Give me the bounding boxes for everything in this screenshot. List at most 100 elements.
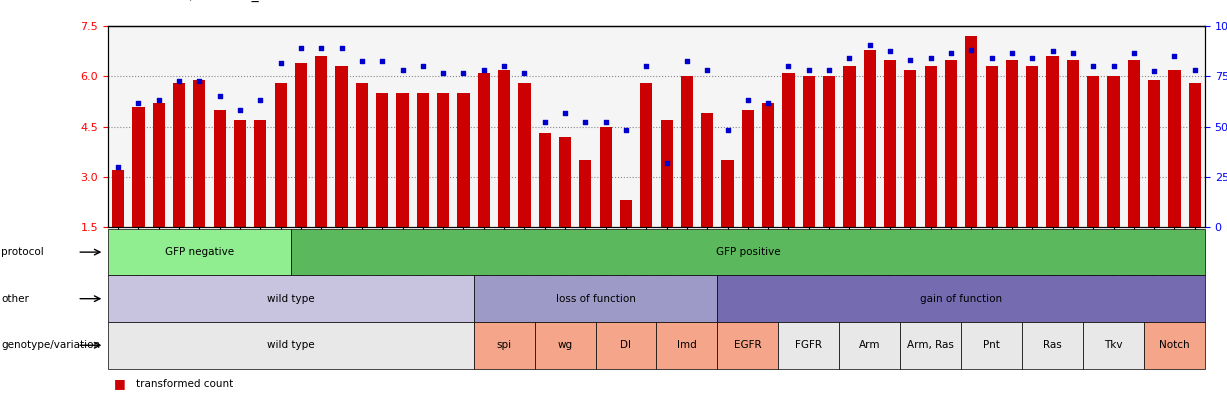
Text: Pnt: Pnt bbox=[983, 340, 1000, 350]
Point bbox=[697, 66, 717, 73]
Point bbox=[1145, 68, 1164, 75]
Point bbox=[413, 63, 433, 70]
Bar bbox=[1006, 60, 1018, 227]
Text: other: other bbox=[1, 294, 29, 304]
Point bbox=[352, 58, 372, 65]
Bar bbox=[1168, 70, 1180, 227]
Text: Tkv: Tkv bbox=[1104, 340, 1123, 350]
Bar bbox=[539, 133, 551, 227]
Bar bbox=[396, 93, 409, 227]
Text: EGFR: EGFR bbox=[734, 340, 762, 350]
Point bbox=[1124, 50, 1144, 56]
Point bbox=[575, 118, 595, 125]
Point bbox=[331, 45, 351, 51]
Point bbox=[373, 58, 393, 65]
Point bbox=[839, 55, 859, 61]
Point bbox=[758, 100, 778, 107]
Point bbox=[169, 78, 189, 85]
Point bbox=[1164, 53, 1184, 60]
Point bbox=[494, 63, 514, 70]
Bar bbox=[660, 120, 672, 227]
Point bbox=[596, 118, 616, 125]
Point bbox=[535, 118, 555, 125]
Bar bbox=[620, 200, 632, 227]
Text: loss of function: loss of function bbox=[556, 294, 636, 304]
Bar bbox=[762, 103, 774, 227]
Bar bbox=[883, 60, 896, 227]
Point bbox=[1185, 66, 1205, 73]
Text: Ras: Ras bbox=[1043, 340, 1061, 350]
Bar bbox=[843, 66, 855, 227]
Bar bbox=[1148, 80, 1161, 227]
Point bbox=[860, 41, 880, 48]
Text: Arm: Arm bbox=[859, 340, 881, 350]
Point bbox=[677, 58, 697, 65]
Bar bbox=[783, 73, 795, 227]
Bar bbox=[254, 120, 266, 227]
Bar bbox=[173, 83, 185, 227]
Text: GFP positive: GFP positive bbox=[715, 247, 780, 257]
Bar bbox=[742, 110, 753, 227]
Point bbox=[718, 127, 737, 133]
Bar bbox=[600, 126, 612, 227]
Bar bbox=[925, 66, 936, 227]
Bar bbox=[560, 136, 571, 227]
Point bbox=[210, 93, 229, 100]
Point bbox=[941, 50, 961, 56]
Bar bbox=[133, 107, 145, 227]
Point bbox=[433, 70, 453, 77]
Point bbox=[555, 110, 574, 117]
Bar bbox=[194, 80, 205, 227]
Point bbox=[108, 164, 128, 170]
Bar bbox=[1047, 56, 1059, 227]
Point bbox=[656, 160, 676, 166]
Point bbox=[920, 55, 940, 61]
Bar bbox=[152, 103, 164, 227]
Point bbox=[312, 45, 331, 51]
Bar bbox=[1026, 66, 1038, 227]
Text: genotype/variation: genotype/variation bbox=[1, 340, 101, 350]
Bar bbox=[1108, 77, 1119, 227]
Bar bbox=[864, 50, 876, 227]
Bar bbox=[234, 120, 247, 227]
Bar bbox=[701, 113, 713, 227]
Point bbox=[393, 66, 412, 73]
Bar bbox=[1087, 77, 1099, 227]
Bar bbox=[112, 170, 124, 227]
Point bbox=[1022, 55, 1042, 61]
Text: transformed count: transformed count bbox=[136, 379, 233, 389]
Bar bbox=[823, 77, 836, 227]
Text: Dl: Dl bbox=[621, 340, 632, 350]
Point bbox=[737, 96, 757, 103]
Bar bbox=[417, 93, 429, 227]
Point bbox=[820, 66, 839, 73]
Point bbox=[231, 107, 250, 113]
Bar bbox=[966, 36, 978, 227]
Bar bbox=[681, 77, 693, 227]
Point bbox=[189, 78, 209, 85]
Text: Notch: Notch bbox=[1160, 340, 1190, 350]
Point bbox=[474, 66, 493, 73]
Bar bbox=[518, 83, 530, 227]
Text: gain of function: gain of function bbox=[920, 294, 1002, 304]
Bar bbox=[377, 93, 388, 227]
Bar bbox=[579, 160, 591, 227]
Point bbox=[454, 70, 474, 77]
Bar bbox=[213, 110, 226, 227]
Bar bbox=[945, 60, 957, 227]
Point bbox=[514, 70, 534, 77]
Text: Arm, Ras: Arm, Ras bbox=[907, 340, 955, 350]
Point bbox=[880, 48, 899, 55]
Point bbox=[901, 57, 920, 63]
Bar bbox=[356, 83, 368, 227]
Bar bbox=[477, 73, 490, 227]
Point bbox=[1104, 63, 1124, 70]
Point bbox=[271, 60, 291, 66]
Text: Imd: Imd bbox=[677, 340, 697, 350]
Point bbox=[1063, 50, 1082, 56]
Point bbox=[962, 47, 982, 53]
Text: wild type: wild type bbox=[267, 294, 314, 304]
Text: FGFR: FGFR bbox=[795, 340, 822, 350]
Bar bbox=[721, 160, 734, 227]
Text: wild type: wild type bbox=[267, 340, 314, 350]
